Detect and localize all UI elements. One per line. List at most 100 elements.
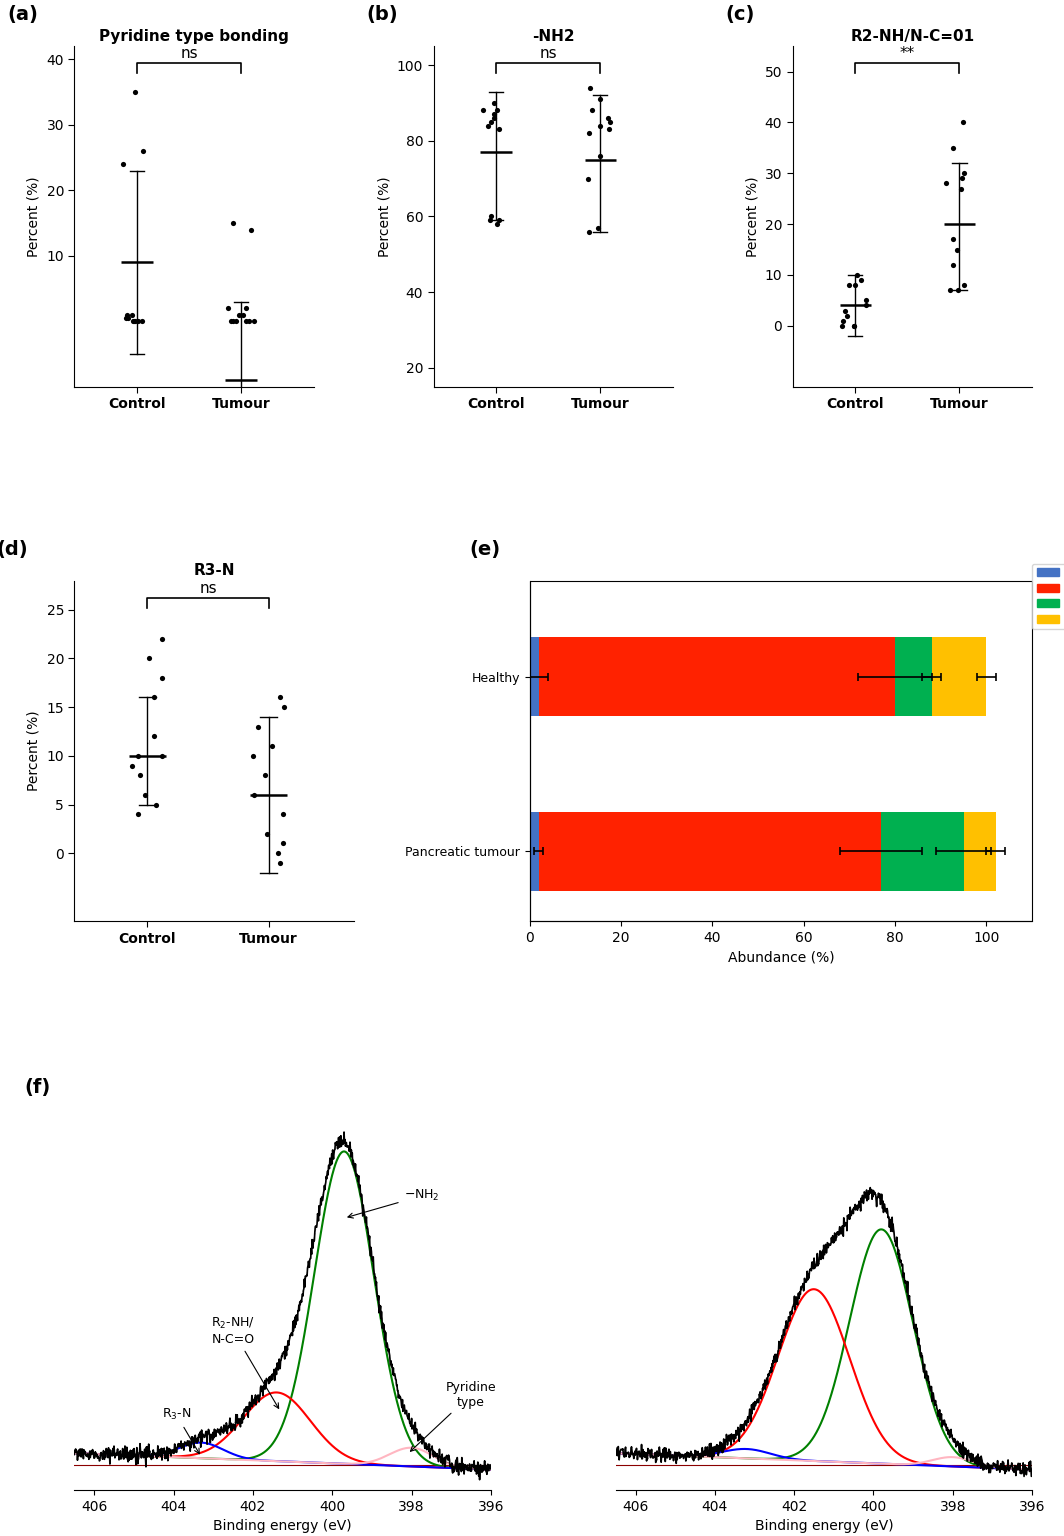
Bar — [881, 813, 964, 891]
Point — [275, 831, 292, 856]
Text: R$_2$-NH/
N-C=O: R$_2$-NH/ N-C=O — [212, 1316, 279, 1409]
Text: (c): (c) — [726, 5, 755, 25]
Title: -NH2: -NH2 — [532, 29, 575, 43]
Text: (e): (e) — [469, 539, 500, 559]
Point — [949, 278, 966, 303]
Text: Pyridine
type: Pyridine type — [411, 1381, 496, 1452]
Point — [245, 309, 262, 333]
Point — [234, 303, 251, 327]
Point — [133, 309, 150, 333]
Point — [485, 106, 502, 131]
Text: ns: ns — [539, 46, 556, 61]
Point — [146, 685, 163, 710]
Point — [955, 273, 972, 298]
Point — [858, 289, 875, 313]
Point — [841, 273, 858, 298]
Point — [845, 313, 862, 338]
Point — [953, 166, 970, 190]
Point — [271, 851, 288, 876]
Text: (b): (b) — [366, 5, 398, 25]
Point — [592, 143, 609, 167]
Point — [491, 117, 508, 141]
Text: (d): (d) — [0, 539, 28, 559]
Point — [148, 793, 165, 817]
Point — [130, 743, 147, 768]
Point — [483, 109, 500, 134]
Point — [129, 802, 146, 826]
Point — [481, 207, 498, 232]
Point — [134, 138, 151, 163]
Bar — [964, 813, 996, 891]
Point — [222, 309, 239, 333]
Point — [848, 263, 865, 287]
Point — [601, 109, 618, 134]
Point — [225, 309, 242, 333]
Text: (f): (f) — [24, 1078, 51, 1097]
X-axis label: Abundance (%): Abundance (%) — [728, 951, 834, 965]
Bar — [538, 637, 895, 716]
Point — [240, 309, 257, 333]
Title: R2-NH/N-C=01: R2-NH/N-C=01 — [850, 29, 975, 43]
Text: $-$NH$_2$: $-$NH$_2$ — [348, 1189, 439, 1218]
Point — [488, 98, 505, 123]
Point — [140, 647, 157, 671]
Text: R$_3$-N: R$_3$-N — [162, 1407, 199, 1453]
Point — [599, 106, 616, 131]
Y-axis label: Percent (%): Percent (%) — [27, 711, 40, 791]
Title: R3-N: R3-N — [194, 564, 235, 578]
Point — [123, 753, 140, 777]
Point — [486, 101, 503, 126]
Point — [486, 91, 503, 115]
Text: ns: ns — [199, 581, 217, 596]
Point — [583, 98, 600, 123]
Point — [120, 306, 137, 330]
Point — [130, 309, 147, 333]
Bar — [530, 637, 538, 716]
Point — [127, 80, 144, 104]
Text: ns: ns — [180, 46, 198, 61]
Point — [945, 135, 962, 160]
Point — [154, 743, 171, 768]
Point — [271, 685, 288, 710]
Point — [115, 152, 132, 177]
X-axis label: Binding energy (eV): Binding energy (eV) — [754, 1519, 893, 1533]
Point — [117, 306, 134, 330]
Point — [126, 309, 143, 333]
Bar — [538, 813, 881, 891]
Point — [123, 303, 140, 327]
Y-axis label: Percent (%): Percent (%) — [378, 177, 392, 257]
Point — [942, 278, 959, 303]
Point — [954, 111, 971, 135]
Point — [580, 121, 597, 146]
Point — [592, 114, 609, 138]
Bar — [895, 637, 932, 716]
Point — [488, 212, 505, 237]
Point — [846, 313, 863, 338]
Point — [275, 802, 292, 826]
Text: **: ** — [899, 46, 915, 61]
Point — [581, 220, 598, 244]
Point — [237, 309, 254, 333]
Point — [480, 114, 497, 138]
X-axis label: Binding energy (eV): Binding energy (eV) — [214, 1519, 352, 1533]
Point — [838, 304, 855, 329]
Y-axis label: Percent (%): Percent (%) — [745, 177, 759, 257]
Point — [119, 303, 136, 327]
Point — [276, 694, 293, 719]
Point — [858, 293, 875, 318]
Point — [230, 303, 247, 327]
Point — [948, 237, 965, 261]
Point — [246, 782, 263, 806]
Point — [847, 273, 864, 298]
Point — [237, 296, 254, 321]
Point — [852, 267, 869, 292]
Point — [582, 75, 599, 100]
Point — [124, 309, 142, 333]
Point — [137, 782, 154, 806]
Point — [131, 763, 148, 788]
Point — [269, 840, 286, 865]
Point — [127, 309, 144, 333]
Point — [250, 714, 267, 739]
Point — [259, 822, 276, 846]
Point — [592, 88, 609, 112]
